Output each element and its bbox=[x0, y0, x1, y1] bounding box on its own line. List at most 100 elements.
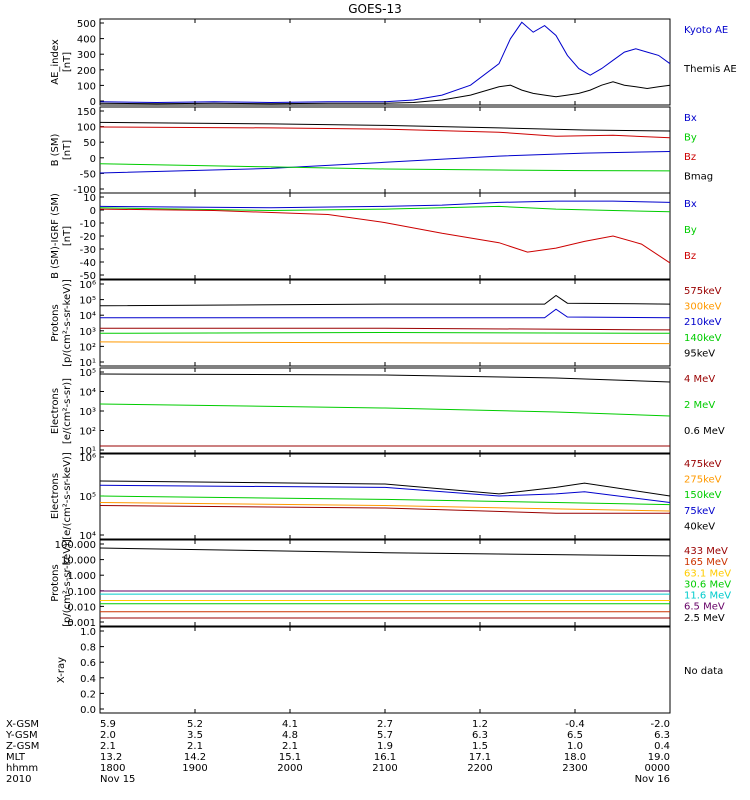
x-tick-label: 6.5 bbox=[567, 730, 583, 741]
x-tick-label: 6.3 bbox=[472, 730, 488, 741]
y-axis-label: Electrons bbox=[50, 388, 61, 434]
y-tick-label: -10 bbox=[80, 219, 96, 230]
x-tick-label: 2100 bbox=[372, 763, 397, 774]
y-tick-label: 10⁶ bbox=[79, 280, 96, 291]
y-tick-label: -50 bbox=[80, 271, 96, 282]
x-tick-label: 2300 bbox=[562, 763, 587, 774]
x-row-label: hhmm bbox=[6, 763, 38, 774]
x-tick-label: 1.5 bbox=[472, 741, 488, 752]
panel-frame bbox=[99, 452, 671, 540]
y-tick-label: -20 bbox=[80, 232, 96, 243]
legend-entry: 575keV bbox=[684, 286, 722, 297]
x-tick-label: 3.5 bbox=[187, 730, 203, 741]
legend-entry: 475keV bbox=[684, 459, 722, 470]
y-tick-label: 10 bbox=[83, 193, 96, 204]
y-axis-label: [p/(cm²-s-sr-keV)] bbox=[62, 539, 73, 627]
series-line-575keV bbox=[100, 327, 671, 331]
y-axis-label: [nT] bbox=[62, 226, 73, 246]
legend-entry: 140keV bbox=[684, 333, 722, 344]
x-tick-label: 5.9 bbox=[100, 719, 116, 730]
x-tick-label: 18.0 bbox=[564, 752, 586, 763]
panel-protons_high: 100.000 10.000 1.000 0.100 0.010 0.001 Protons… bbox=[50, 539, 731, 629]
series-line-40keV bbox=[99, 480, 671, 497]
panel-frame bbox=[99, 626, 671, 714]
x-tick-label: 17.1 bbox=[469, 752, 491, 763]
y-axis-label: Electrons bbox=[50, 473, 61, 519]
series-line-Bz bbox=[99, 126, 671, 139]
x-tick-label: 5.2 bbox=[187, 719, 203, 730]
y-tick-label: 0 bbox=[90, 154, 96, 165]
y-tick-label: 0 bbox=[90, 97, 96, 108]
legend-entry: By bbox=[684, 225, 697, 236]
y-tick-label: 10¹ bbox=[79, 446, 96, 457]
legend-entry: Themis AE bbox=[683, 64, 737, 75]
x-tick-label: 13.2 bbox=[100, 752, 122, 763]
y-axis-label: Protons bbox=[50, 304, 61, 341]
series-line-0.6-MeV bbox=[99, 373, 671, 383]
panel-ae: 500 400 300 200 100 0 AE_index [nT] Kyoto AE Them… bbox=[50, 18, 737, 108]
x-tick-label: 15.1 bbox=[279, 752, 301, 763]
y-tick-label: 10³ bbox=[79, 407, 96, 418]
panel-bsm: 150 100 50 0 -50 -100 B (SM) [nT] Bx By Bz Bmag bbox=[50, 106, 713, 196]
legend-entry: 150keV bbox=[684, 490, 722, 501]
x-tick-label: 19.0 bbox=[648, 752, 670, 763]
x-row-label: 2010 bbox=[6, 774, 31, 785]
y-tick-label: 200 bbox=[77, 66, 96, 77]
y-tick-label: 10¹ bbox=[79, 358, 96, 369]
x-axis-table: X-GSMY-GSMZ-GSMMLThhmm20105.92.02.113.21… bbox=[5, 719, 670, 785]
y-tick-label: 10³ bbox=[79, 327, 96, 338]
series-line-95keV bbox=[99, 294, 671, 307]
y-tick-label: 0.4 bbox=[80, 674, 96, 685]
legend-entry: Bmag bbox=[684, 172, 713, 183]
legend-entry: 275keV bbox=[684, 475, 722, 486]
y-tick-label: 10⁶ bbox=[79, 453, 96, 464]
y-tick-label: 300 bbox=[77, 50, 96, 61]
series-line-2.5-MeV bbox=[99, 547, 671, 557]
y-tick-label: 10⁵ bbox=[79, 368, 96, 379]
legend-entry: 165 MeV bbox=[684, 557, 728, 568]
panel-electrons_high: 10⁵ 10⁴ 10³ 10² 10¹ Electrons [e/(cm²-s-sr)] 4 … bbox=[50, 367, 725, 457]
y-tick-label: 100 bbox=[77, 123, 96, 134]
y-axis-label: AE_index bbox=[50, 39, 61, 85]
y-tick-label: 0.6 bbox=[80, 658, 96, 669]
x-tick-label: Nov 16 bbox=[635, 774, 670, 785]
x-tick-label: 2000 bbox=[277, 763, 302, 774]
legend-entry: 75keV bbox=[684, 506, 715, 517]
legend-entry: Bz bbox=[684, 251, 696, 262]
y-axis-label: [nT] bbox=[62, 140, 73, 160]
legend-entry: Bz bbox=[684, 152, 696, 163]
y-tick-label: 10² bbox=[79, 342, 96, 353]
x-tick-label: 14.2 bbox=[184, 752, 206, 763]
x-tick-label: 2.0 bbox=[100, 730, 116, 741]
y-tick-label: 0.0 bbox=[80, 705, 96, 716]
x-tick-label: 1.9 bbox=[377, 741, 393, 752]
series-line-475keV bbox=[99, 505, 670, 514]
y-axis-label: [e/(cm²-s-sr-keV)] bbox=[62, 452, 73, 540]
panel-bigrf: 10 0 -10 -20 -30 -40 -50 B (SM)-IGRF (SM) [nT] Bx… bbox=[50, 192, 697, 282]
legend-entry: Bx bbox=[684, 199, 697, 210]
y-tick-label: 100.000 bbox=[55, 540, 96, 551]
x-tick-label: 0000 bbox=[645, 763, 670, 774]
series-line-300keV bbox=[99, 341, 671, 345]
y-axis-label: B (SM)-IGRF (SM) bbox=[50, 193, 61, 279]
y-tick-label: -50 bbox=[80, 169, 96, 180]
y-tick-label: -100 bbox=[73, 185, 96, 196]
series-line-150keV bbox=[99, 495, 671, 506]
y-tick-label: 0.2 bbox=[80, 689, 96, 700]
legend-entry: 30.6 MeV bbox=[684, 579, 731, 590]
y-tick-label: -30 bbox=[80, 245, 96, 256]
panel-electrons_low: 10⁶ 10⁵ 10⁴ Electrons [e/(cm²-s-sr-keV)] 475k… bbox=[50, 452, 722, 542]
x-tick-label: 4.1 bbox=[282, 719, 298, 730]
y-tick-label: 100 bbox=[77, 81, 96, 92]
legend-entry: 40keV bbox=[684, 521, 715, 532]
panel-xray: 1.0 0.8 0.6 0.4 0.2 0.0 X-ray No data bbox=[56, 626, 723, 716]
series-line-Kyoto-AE bbox=[99, 21, 671, 104]
y-tick-label: 400 bbox=[77, 35, 96, 46]
series-line-By bbox=[99, 163, 671, 172]
y-axis-label: [e/(cm²-s-sr)] bbox=[62, 378, 73, 444]
x-tick-label: 2.7 bbox=[377, 719, 393, 730]
x-tick-label: 2200 bbox=[467, 763, 492, 774]
y-tick-label: 0.100 bbox=[67, 587, 96, 598]
